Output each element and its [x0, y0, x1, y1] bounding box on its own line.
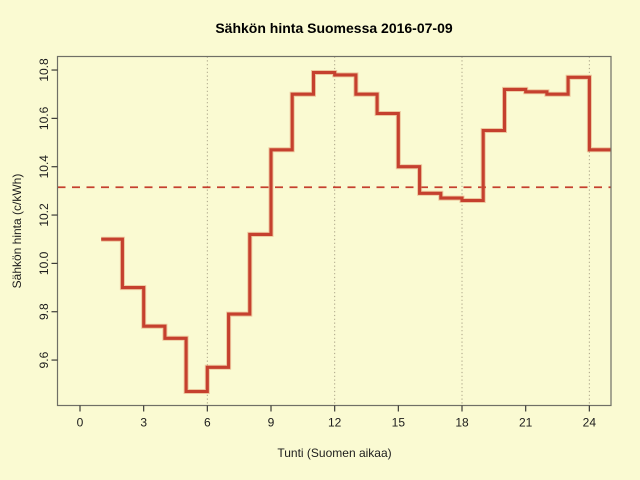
y-tick-label: 10.6 — [37, 106, 51, 130]
price-step-line-halo — [101, 70, 611, 394]
x-tick-label: 15 — [392, 416, 406, 430]
y-tick-label: 10.8 — [37, 58, 51, 82]
y-tick-label: 10.2 — [37, 203, 51, 227]
x-tick-label: 12 — [328, 416, 342, 430]
y-tick-label: 10.0 — [37, 251, 51, 275]
x-tick-label: 0 — [77, 416, 84, 430]
chart-title: Sähkön hinta Suomessa 2016-07-09 — [215, 20, 453, 36]
x-tick-label: 3 — [140, 416, 147, 430]
y-tick-label: 9.8 — [37, 303, 51, 320]
x-tick-label: 24 — [583, 416, 597, 430]
price-step-line — [101, 70, 611, 394]
x-tick-label: 18 — [455, 416, 469, 430]
y-tick-label: 9.6 — [37, 351, 51, 368]
y-tick-label: 10.4 — [37, 155, 51, 179]
x-tick-label: 6 — [204, 416, 211, 430]
x-tick-label: 9 — [268, 416, 275, 430]
x-axis-label: Tunti (Suomen aikaa) — [277, 446, 392, 460]
x-tick-label: 21 — [519, 416, 533, 430]
y-axis-label: Sähkön hinta (c/kWh) — [10, 173, 24, 289]
